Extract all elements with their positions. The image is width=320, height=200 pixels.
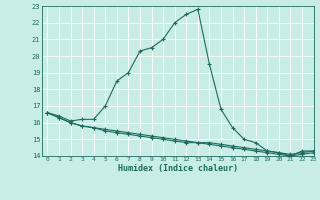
X-axis label: Humidex (Indice chaleur): Humidex (Indice chaleur) <box>118 164 237 173</box>
